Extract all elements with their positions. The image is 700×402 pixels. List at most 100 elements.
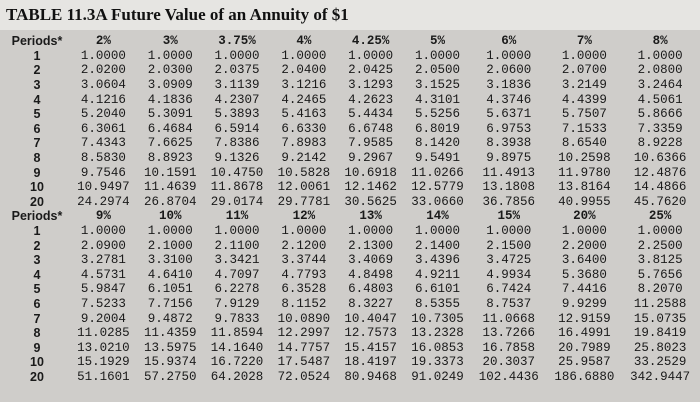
rate-header: 2%	[95, 34, 111, 49]
periods-header: Periods*	[11, 34, 63, 49]
factor: 20.7989	[558, 340, 611, 355]
factor: 2.1000	[147, 238, 193, 253]
factor: 11.9780	[558, 165, 611, 180]
factor: 25.8023	[633, 340, 687, 355]
factor: 2.0400	[281, 63, 327, 78]
factor: 11.0266	[411, 165, 464, 180]
period: 7	[33, 136, 41, 151]
factor: 2.0600	[486, 63, 532, 78]
rate-header: 9%	[95, 209, 111, 224]
factor: 11.0285	[77, 326, 130, 341]
factor: 12.2997	[277, 326, 331, 341]
factor: 6.3061	[80, 121, 126, 136]
factor: 8.3938	[486, 136, 532, 151]
data-row: 20 24.2974 26.8704 29.0174 29.7781 30.5625 33.…	[4, 195, 698, 210]
factor: 2.1200	[281, 238, 327, 253]
factor: 13.7266	[482, 326, 535, 341]
factor: 14.1640	[210, 340, 264, 355]
factor: 12.1462	[344, 180, 397, 195]
factor: 12.7573	[344, 326, 397, 341]
factor: 10.6918	[344, 165, 397, 180]
factor: 4.9211	[414, 267, 460, 282]
factor: 3.2781	[80, 253, 126, 268]
header-row: Periods* 2% 3% 3.75% 4% 4.25% 5% 6% 7% 8%	[4, 34, 698, 49]
period: 10	[30, 355, 44, 370]
data-row: 6 7.5233 7.7156 7.9129 8.1152 8.3227 8.5355 8.7…	[4, 297, 698, 312]
factor: 3.1525	[414, 78, 460, 93]
factor: 9.2967	[348, 151, 394, 166]
factor: 24.2974	[77, 194, 130, 209]
data-row: 9 9.7546 10.1591 10.4750 10.5828 10.6918 11.02…	[4, 165, 698, 180]
factor: 7.7156	[147, 296, 193, 311]
factor: 3.6400	[561, 253, 607, 268]
factor: 6.1051	[147, 282, 193, 297]
rate-header: 6%	[501, 34, 517, 49]
factor: 6.4684	[147, 121, 193, 136]
factor: 16.7220	[210, 355, 264, 370]
factor: 3.0909	[147, 78, 193, 93]
factor: 1.0000	[348, 48, 394, 63]
factor: 6.7424	[486, 282, 532, 297]
factor: 8.6540	[561, 136, 607, 151]
factor: 6.6101	[414, 282, 460, 297]
factor: 7.5233	[80, 296, 126, 311]
data-row: 6 6.3061 6.4684 6.5914 6.6330 6.6748 6.8019 6.9…	[4, 122, 698, 137]
factor: 2.0375	[214, 63, 260, 78]
factor: 1.0000	[561, 48, 607, 63]
rate-header: 12%	[292, 209, 316, 224]
period: 8	[33, 326, 41, 341]
factor: 57.2750	[143, 369, 197, 384]
period: 4	[33, 267, 41, 282]
factor: 29.0174	[210, 194, 264, 209]
data-row: 8 11.0285 11.4359 11.8594 12.2997 12.7573 13.2…	[4, 326, 698, 341]
factor: 4.9934	[486, 267, 532, 282]
factor: 11.4913	[482, 165, 535, 180]
factor: 10.4047	[344, 311, 397, 326]
factor: 45.7620	[633, 194, 687, 209]
period: 8	[33, 151, 41, 166]
factor: 3.3421	[214, 253, 260, 268]
factor: 5.4434	[348, 107, 394, 122]
factor: 1.0000	[637, 48, 683, 63]
factor: 8.3227	[348, 296, 394, 311]
factor: 1.0000	[80, 48, 126, 63]
factor: 9.2004	[80, 311, 126, 326]
factor: 10.6366	[633, 151, 687, 166]
factor: 18.4197	[344, 355, 397, 370]
factor: 5.3893	[214, 107, 260, 122]
factor: 6.2278	[214, 282, 260, 297]
data-row: 1 1.0000 1.0000 1.0000 1.0000 1.0000 1.0000 1.0…	[4, 49, 698, 64]
factor: 5.3680	[561, 267, 607, 282]
factor: 3.3744	[281, 253, 327, 268]
factor: 13.0210	[77, 340, 130, 355]
factor: 33.2529	[633, 355, 687, 370]
period: 20	[30, 369, 44, 384]
factor: 6.5914	[214, 121, 260, 136]
factor: 2.0900	[80, 238, 126, 253]
period: 6	[33, 296, 41, 311]
data-row: 4 4.5731 4.6410 4.7097 4.7793 4.8498 4.9211 4.9…	[4, 268, 698, 283]
factor: 5.2040	[80, 107, 126, 122]
factor: 1.0000	[214, 48, 260, 63]
factor: 12.9159	[558, 311, 611, 326]
data-row: 9 13.0210 13.5975 14.1640 14.7757 15.4157 16.0…	[4, 340, 698, 355]
factor: 2.1300	[348, 238, 394, 253]
factor: 8.2070	[637, 282, 683, 297]
factor: 15.9374	[143, 355, 197, 370]
factor: 3.4725	[486, 253, 532, 268]
factor: 4.2307	[214, 92, 260, 107]
factor: 4.8498	[348, 267, 394, 282]
factor: 2.2500	[637, 238, 683, 253]
factor: 3.0604	[80, 78, 126, 93]
factor: 91.0249	[411, 369, 464, 384]
factor: 6.6330	[281, 121, 327, 136]
factor: 3.3100	[147, 253, 193, 268]
factor: 33.0660	[411, 194, 464, 209]
factor: 11.0668	[482, 311, 535, 326]
factor: 2.0300	[147, 63, 193, 78]
factor: 40.9955	[558, 194, 611, 209]
factor: 9.7546	[80, 165, 126, 180]
factor: 3.4396	[414, 253, 460, 268]
period: 9	[33, 340, 41, 355]
